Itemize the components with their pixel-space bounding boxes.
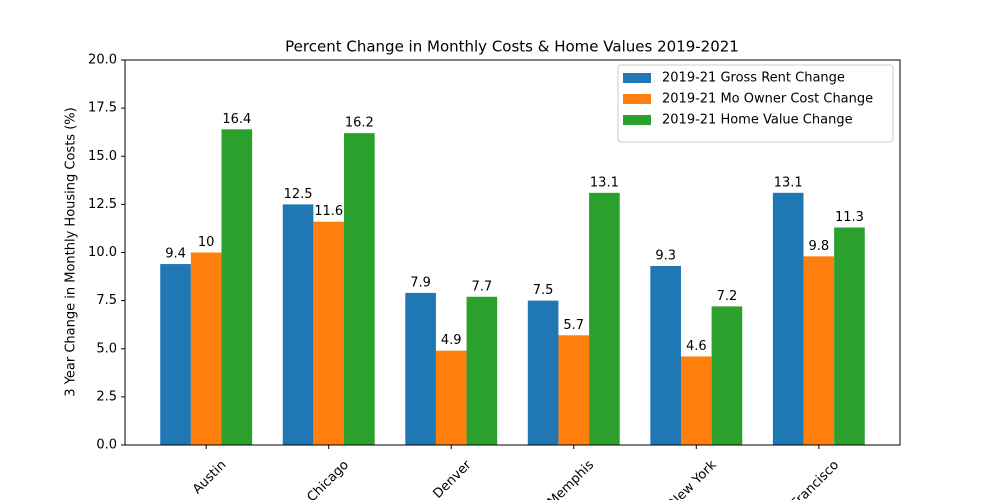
value-label: 4.6 xyxy=(686,339,707,354)
bar xyxy=(190,252,222,445)
legend-box xyxy=(617,64,894,143)
value-label: 4.9 xyxy=(441,333,462,348)
legend-swatch xyxy=(623,73,651,83)
y-tick-label: 5.0 xyxy=(96,341,117,356)
y-tick-label: 15.0 xyxy=(88,149,117,164)
legend-label: 2019-21 Gross Rent Change xyxy=(662,71,845,86)
y-tick-label: 12.5 xyxy=(88,197,117,212)
bar xyxy=(589,192,620,445)
value-label: 9.3 xyxy=(655,248,676,263)
value-label: 7.9 xyxy=(410,275,431,290)
value-label: 12.5 xyxy=(284,187,313,202)
value-label: 7.5 xyxy=(533,283,554,298)
bar xyxy=(466,296,498,445)
value-label: 9.8 xyxy=(808,239,829,254)
y-tick-label: 20.0 xyxy=(88,53,117,68)
value-label: 13.1 xyxy=(774,175,803,190)
legend-label: 2019-21 Mo Owner Cost Change xyxy=(662,92,873,107)
bar xyxy=(803,256,835,445)
legend-label: 2019-21 Home Value Change xyxy=(662,113,853,128)
y-tick-label: 7.5 xyxy=(96,293,117,308)
y-axis-label: 3 Year Change in Monthly Housing Costs (… xyxy=(64,107,79,396)
value-label: 11.6 xyxy=(314,204,343,219)
bar xyxy=(772,192,804,445)
bar xyxy=(160,264,191,445)
bar xyxy=(405,292,436,445)
y-tick-label: 17.5 xyxy=(88,101,117,116)
value-label: 11.3 xyxy=(835,210,864,225)
bar xyxy=(313,221,345,445)
value-label: 10 xyxy=(198,235,215,250)
bar xyxy=(711,306,743,445)
legend-swatch xyxy=(623,115,651,125)
value-label: 9.4 xyxy=(165,247,186,262)
chart-title: Percent Change in Monthly Costs & Home V… xyxy=(285,38,739,56)
bar xyxy=(221,129,253,446)
plot-frame xyxy=(124,59,901,446)
y-tick-label: 0.0 xyxy=(96,438,117,453)
legend-swatch xyxy=(623,94,651,104)
value-label: 16.2 xyxy=(345,116,374,131)
value-label: 16.4 xyxy=(222,112,251,127)
bar xyxy=(834,227,865,445)
value-label: 5.7 xyxy=(563,318,584,333)
y-tick-label: 10.0 xyxy=(88,245,117,260)
value-label: 7.2 xyxy=(717,289,738,304)
bar xyxy=(344,133,375,445)
bar xyxy=(680,356,712,445)
y-tick-label: 2.5 xyxy=(96,389,117,404)
bar xyxy=(650,265,681,445)
bar xyxy=(527,300,559,445)
value-label: 7.7 xyxy=(472,279,493,294)
bar xyxy=(282,204,314,445)
value-label: 13.1 xyxy=(590,175,619,190)
bar xyxy=(558,335,590,445)
bar xyxy=(435,350,467,445)
